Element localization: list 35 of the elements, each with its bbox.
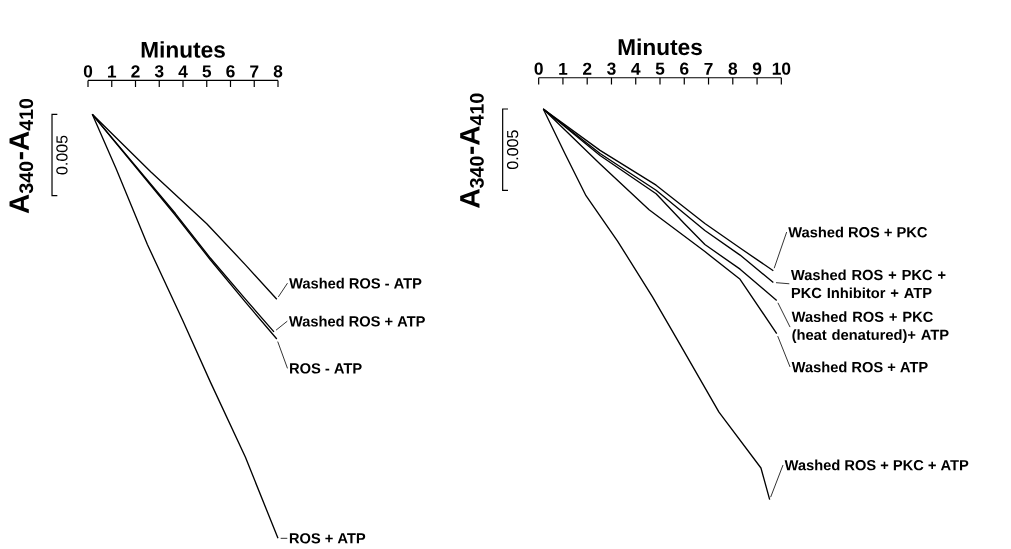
legend-label: Washed ROS + PKC + PKC Inhibitor + ATP [790, 269, 946, 299]
x-tick-label: 9 [752, 62, 762, 75]
text: 0.005 [506, 130, 519, 170]
x-tick-label: 7 [250, 65, 259, 78]
text: Washed ROS + ATP [791, 361, 928, 373]
x-tick-label: 3 [607, 62, 616, 75]
x-tick-label: 4 [178, 65, 188, 78]
y-axis-title: A$_{340}$-A$_{410}$ [9, 98, 34, 214]
x-tick-label: 2 [582, 62, 592, 75]
x-tick-label: 8 [728, 62, 738, 75]
x-tick-label: 10 [772, 62, 791, 75]
x-tick-label: 4 [631, 62, 641, 75]
x-tick-label: 5 [202, 65, 212, 78]
x-axis-title: Minutes [618, 38, 702, 56]
series-label: Washed ROS + PKC + ATP [784, 459, 969, 471]
legend-label: Washed ROS + ATP [288, 315, 425, 327]
series-label: ROS - ATP [290, 363, 362, 374]
text: 0.005 [56, 135, 68, 175]
x-tick-label: 1 [108, 65, 117, 78]
x-tick-label: 8 [273, 65, 283, 78]
x-axis-title: Minutes [141, 41, 225, 58]
x-tick-label: 2 [131, 65, 140, 78]
x-tick-label: 7 [704, 62, 713, 75]
legend-label: Washed ROS - ATP [289, 277, 422, 289]
legend-label: ROS + ATP [289, 533, 366, 544]
x-tick-label: 5 [655, 62, 665, 75]
x-tick-label: 3 [154, 65, 164, 78]
y-axis-title: A$_{340}$-A$_{410}$ [460, 93, 484, 208]
x-tick-label: 6 [226, 65, 235, 78]
x-tick-label: 0 [534, 62, 543, 75]
x-tick-label: 0 [83, 65, 93, 78]
text: Washed ROS + PKC [788, 226, 928, 238]
legend-label: Washed ROS + PKC (heat denatured)+ ATP [791, 311, 949, 343]
x-tick-label: 6 [680, 62, 689, 75]
x-tick-label: 1 [559, 62, 568, 75]
